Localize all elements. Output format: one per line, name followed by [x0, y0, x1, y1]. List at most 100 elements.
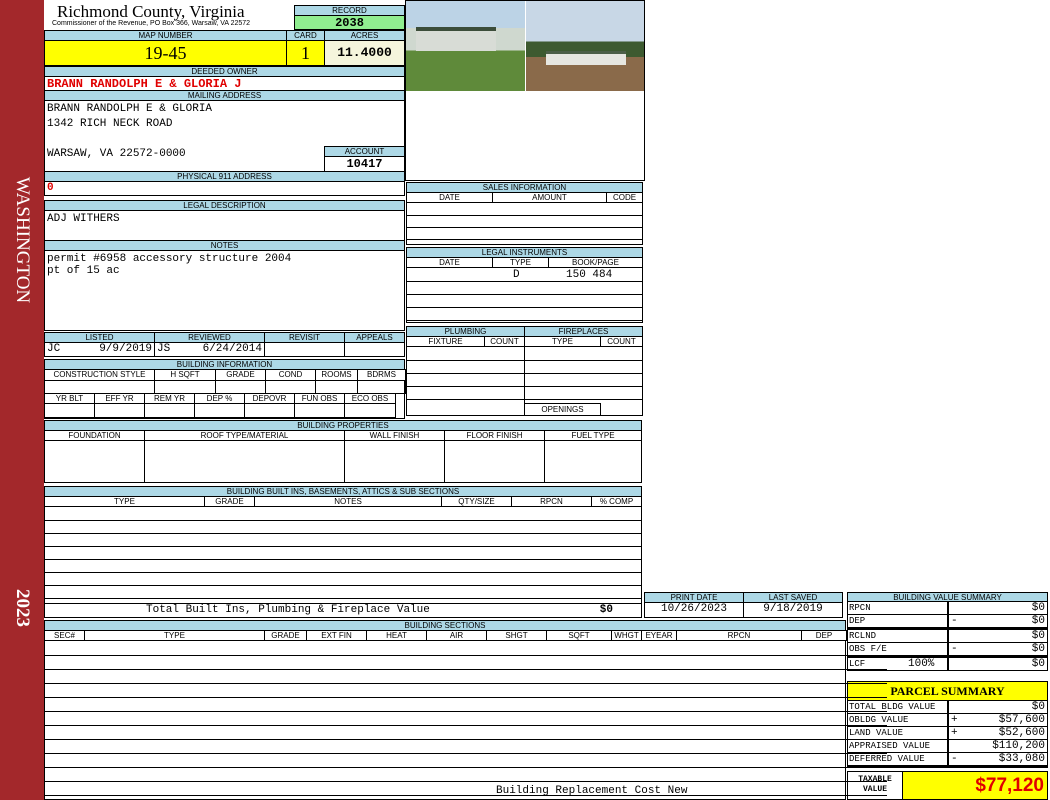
table-row: [524, 399, 643, 400]
builtins-total-label: Total Built Ins, Plumbing & Fireplace Va…: [146, 604, 430, 616]
table-row: [44, 572, 642, 573]
mailing-line-3: WARSAW, VA 22572-0000: [47, 148, 186, 160]
column-header: AIR: [426, 630, 487, 641]
column-header: EYEAR: [641, 630, 677, 641]
legal-description: ADJ WITHERS: [44, 210, 405, 241]
table-row: [44, 683, 887, 684]
table-row: [44, 655, 887, 656]
column-header: TYPE: [492, 257, 549, 268]
table-row: [44, 533, 642, 534]
replacement-cost-label: Building Replacement Cost New: [496, 785, 688, 797]
column-header: COUNT: [484, 336, 525, 347]
builtins-total-value: $0: [599, 604, 613, 616]
column-divider: [344, 440, 345, 483]
fire-header-row: TYPE COUNT: [524, 336, 643, 347]
table-row: [44, 753, 887, 754]
column-header: RPCN: [676, 630, 802, 641]
summary-row: LCF 100% $0: [847, 657, 1048, 671]
summary-label: TOTAL BLDG VALUE: [849, 702, 936, 712]
summary-label: RCLND: [849, 631, 877, 641]
table-row: [44, 697, 887, 698]
column-header: DATE: [406, 192, 493, 203]
summary-label: OBLDG VALUE: [849, 715, 909, 725]
summary-label: DEFERRED VALUE: [849, 754, 925, 764]
bi1-header-row: CONSTRUCTION STYLE H SQFT GRADE COND ROOMS BD…: [44, 369, 406, 381]
column-divider: [444, 440, 445, 483]
summary-value: $0: [1031, 658, 1045, 670]
summary-value: $52,600: [998, 727, 1045, 739]
physical-address: 0: [44, 181, 405, 196]
cell: [294, 403, 345, 418]
secs-header-row: SEC# TYPE GRADE EXT FIN HEAT AIR SHGT SQFT WHGT E…: [44, 630, 887, 641]
column-header: NOTES: [254, 496, 442, 507]
table-row: [44, 725, 887, 726]
summary-row: APPRAISED VALUE $110,200: [847, 739, 1048, 753]
properties-table: [44, 430, 642, 483]
column-header: GRADE: [204, 496, 255, 507]
summary-label: LAND VALUE: [849, 728, 904, 738]
table-row: [44, 767, 887, 768]
account-number: 10417: [324, 156, 405, 172]
summary-value: $0: [1031, 615, 1045, 627]
summary-value: $0: [1031, 602, 1045, 614]
table-row: [44, 669, 887, 670]
table-row: [406, 281, 643, 282]
page-title: Richmond County, Virginia: [57, 2, 245, 21]
property-photo-1[interactable]: [406, 1, 525, 91]
operator: +: [951, 714, 958, 726]
column-header: TYPE: [524, 336, 601, 347]
reviewed-date: 6/24/2014: [202, 343, 262, 355]
summary-label: OBS F/E: [849, 644, 887, 654]
sidebar: WASHINGTON 2023: [0, 0, 44, 800]
column-header: WHGT: [611, 630, 642, 641]
column-header: HEAT: [366, 630, 427, 641]
column-header: RPCN: [511, 496, 592, 507]
ps-table: TOTAL BLDG VALUE $0 OBLDG VALUE + $57,600 LAN…: [847, 700, 1048, 768]
operator: -: [951, 643, 958, 655]
summary-row: DEP - $0: [847, 614, 1048, 630]
notes-line-2: pt of 15 ac: [47, 265, 120, 277]
instrument-bookpage: 150 484: [566, 269, 613, 281]
summary-value: $110,200: [992, 740, 1045, 752]
cell: [215, 380, 266, 394]
table-row: [406, 386, 525, 387]
cell: [94, 403, 145, 418]
table-row: [406, 320, 643, 321]
revisit-value: [264, 342, 345, 357]
district-label: WASHINGTON: [12, 176, 33, 304]
taxable-value: $77,120: [902, 771, 1048, 800]
card-number: 1: [286, 40, 325, 66]
table-row: [44, 739, 887, 740]
summary-row: DEFERRED VALUE - $33,080: [847, 752, 1048, 768]
table-row: [406, 307, 643, 308]
column-header: DATE: [406, 257, 493, 268]
cell: [44, 380, 155, 394]
table-row: [406, 215, 643, 216]
print-date: 10/26/2023: [644, 602, 744, 618]
cell: [265, 380, 316, 394]
column-header: TYPE: [44, 496, 205, 507]
summary-value: $57,600: [998, 714, 1045, 726]
table-row: [524, 373, 643, 374]
column-header: CODE: [606, 192, 643, 203]
summary-label: LCF: [849, 659, 866, 669]
notes: permit #6958 accessory structure 2004 pt…: [44, 250, 405, 331]
listed-by: JC: [47, 343, 61, 355]
cell: [244, 403, 295, 418]
instruments-table: [406, 257, 643, 323]
map-number: 19-45: [44, 40, 287, 66]
inst-header-row: DATE TYPE BOOK/PAGE: [406, 257, 643, 268]
table-row: [406, 227, 643, 228]
summary-row: OBLDG VALUE + $57,600: [847, 713, 1048, 727]
property-photo-2[interactable]: [526, 1, 644, 91]
listed-date: 9/9/2019: [99, 343, 152, 355]
summary-value: $0: [1031, 701, 1045, 713]
summary-row: LAND VALUE + $52,600: [847, 726, 1048, 740]
summary-row: OBS F/E - $0: [847, 642, 1048, 658]
column-header: SEC#: [44, 630, 85, 641]
column-divider: [144, 440, 145, 483]
cell: [44, 403, 95, 418]
table-row: [524, 360, 643, 361]
cell: [144, 403, 195, 418]
bins-header-row: TYPE GRADE NOTES QTY/SIZE RPCN% COMP: [44, 496, 642, 507]
